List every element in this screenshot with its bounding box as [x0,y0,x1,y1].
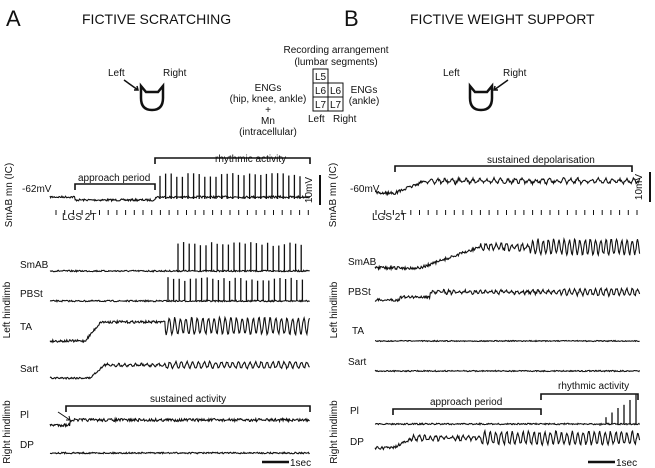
seg: L7 [315,100,327,111]
bracket [540,393,639,400]
seg: L7 [330,100,342,111]
trace [49,299,310,303]
trace [374,237,641,272]
label: 1sec [616,458,637,468]
label: approach period [78,173,150,184]
arrow [123,79,139,91]
label: SmAB mn (IC) [328,163,339,227]
label: Pl [350,406,359,417]
cat-label: Right [163,68,187,79]
trace [49,416,310,428]
rec-text: ENGs [351,85,378,96]
rec-text: Right [333,114,357,125]
panel-title: FICTIVE WEIGHT SUPPORT [410,11,595,27]
rec-text: + [265,105,271,116]
arrow [493,79,509,91]
label: DP [350,437,364,448]
label: PBSt [348,287,371,298]
label: SmAB [20,260,49,271]
rec-text: ENGs [255,83,282,94]
bracket [65,405,311,412]
trace [374,286,641,303]
cat-label: Right [503,68,527,79]
trace [49,359,310,380]
label: PBSt [20,289,43,300]
seg: L6 [330,86,342,97]
label: 10mV [634,174,645,200]
seg: L5 [315,72,327,83]
trace [374,422,641,426]
cat-label: Left [108,68,125,79]
label: Pl [20,410,29,421]
seg: L6 [315,86,327,97]
bracket [74,183,156,190]
label: 1sec [290,458,311,468]
labels: A FICTIVE SCRATCHING B FICTIVE WEIGHT SU… [6,6,595,138]
label: LGS 2T [62,212,96,223]
label: LGS 2T [372,212,406,223]
cat-icon [468,82,494,112]
label: Right hindlimb [329,400,340,464]
label: Right hindlimb [2,400,13,464]
panel-title: FICTIVE SCRATCHING [82,11,231,27]
panel-letter: B [344,6,359,31]
label: Sart [20,364,39,375]
rec-text: (ankle) [349,96,380,107]
label: Left hindlimb [329,281,340,338]
trace [49,269,310,273]
trace [375,339,640,343]
label: DP [20,440,34,451]
rec-text: (hip, knee, ankle) [230,94,307,105]
label: 10mV [304,177,315,203]
trace [375,175,641,197]
rec-title: Recording arrangement [283,45,388,56]
label: -62mV [22,184,52,195]
trace [374,369,641,373]
trace [49,194,311,203]
rec-text: Left [308,114,325,125]
bracket [394,165,633,172]
rec-subtitle: (lumbar segments) [294,57,377,68]
label: rhythmic activity [558,381,629,392]
trace [49,315,311,344]
seg-box [327,96,344,112]
label: Left hindlimb [2,281,13,338]
label: TA [352,326,364,337]
label: Sart [348,357,367,368]
label: TA [20,322,32,333]
cat-icon [139,82,165,112]
label: sustained activity [150,394,226,405]
label: SmAB mn (IC) [4,163,15,227]
panel-letter: A [6,6,21,31]
label: approach period [430,397,502,408]
cat-label: Left [443,68,460,79]
rec-text: Mn [261,116,275,127]
label: SmAB [348,257,377,268]
trace [49,451,310,455]
rec-text: (intracellular) [239,127,297,138]
label: sustained depolarisation [487,155,595,166]
label: -60mV [350,184,380,195]
trace [374,428,641,451]
bracket [154,157,311,164]
label: rhythmic activity [215,154,286,165]
bracket [392,408,542,415]
arrow [57,411,71,421]
